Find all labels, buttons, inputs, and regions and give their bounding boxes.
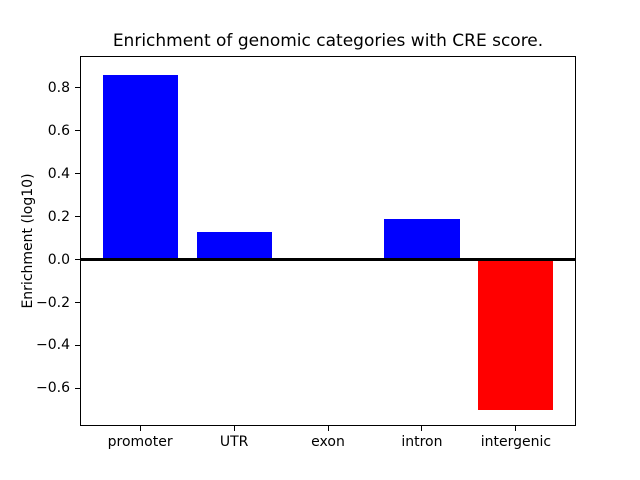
y-tick-label: 0.0	[47, 251, 70, 268]
bar-UTR	[196, 231, 272, 260]
y-tick-mark	[75, 302, 80, 303]
y-tick-mark	[75, 387, 80, 389]
x-tick-mark	[327, 426, 329, 431]
y-tick-mark	[75, 216, 80, 217]
x-tick-label-exon: exon	[311, 434, 345, 450]
zero-line	[80, 258, 576, 261]
y-tick-label: 0.6	[47, 122, 70, 139]
x-tick-label-intergenic: intergenic	[480, 434, 552, 450]
bar-intergenic	[478, 259, 554, 410]
x-tick-mark	[421, 426, 423, 431]
y-tick-mark	[75, 259, 80, 260]
x-tick-label-UTR: UTR	[219, 434, 249, 450]
x-tick-label-intron: intron	[401, 434, 443, 450]
y-tick-mark	[75, 87, 80, 89]
y-tick-label: 0.8	[47, 79, 70, 96]
chart-title: Enrichment of genomic categories with CR…	[112, 31, 544, 51]
y-tick-label: 0.2	[47, 208, 70, 225]
x-tick-mark	[139, 426, 141, 431]
y-tick-label: 0.4	[47, 165, 70, 182]
x-tick-mark	[233, 426, 235, 431]
y-tick-label: −0.2	[36, 294, 70, 311]
y-tick-mark	[75, 344, 80, 346]
bar-promoter	[102, 74, 178, 260]
x-tick-label-promoter: promoter	[107, 434, 173, 450]
x-tick-mark	[515, 426, 517, 431]
y-tick-mark	[75, 130, 80, 132]
y-tick-label: −0.6	[36, 380, 70, 397]
bar-intron	[384, 218, 460, 260]
y-tick-mark	[75, 173, 80, 174]
y-tick-label: −0.4	[36, 337, 70, 354]
y-axis-label: Enrichment (log10)	[20, 173, 36, 309]
